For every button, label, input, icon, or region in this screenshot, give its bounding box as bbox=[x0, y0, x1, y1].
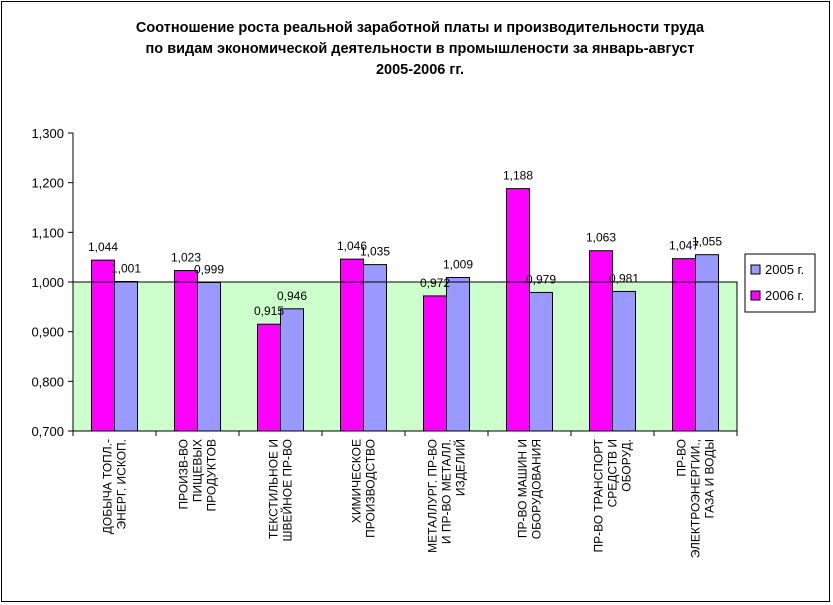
bar-series-2006 bbox=[174, 270, 198, 432]
category-label: И ПР-ВО МЕТАЛЛ. bbox=[440, 439, 454, 544]
bar-series-2005 bbox=[612, 290, 636, 432]
category-label: ПИЩЕВЫХ bbox=[191, 439, 205, 502]
bar-series-2006 bbox=[257, 323, 281, 432]
category-label: ОБОРУД. bbox=[620, 439, 634, 492]
bar-series-2005 bbox=[280, 308, 304, 432]
data-label: 1,046 bbox=[337, 239, 367, 253]
data-label: 1,047 bbox=[669, 239, 699, 253]
chart-title-line-3: 2005-2006 гг. bbox=[375, 62, 465, 78]
category-label: ПРОИЗВ-ВО bbox=[177, 439, 191, 510]
data-label: 1,035 bbox=[360, 245, 390, 259]
chart-title-line-1: Соотношение роста реальной заработной пл… bbox=[135, 20, 705, 36]
category-label: ШВЕЙНОЕ ПР-ВО bbox=[280, 439, 295, 542]
category-label: ОБОРУДОВАНИЯ bbox=[530, 439, 544, 539]
category-label: ХИМИЧЕСКОЕ bbox=[350, 439, 364, 523]
bar-series-2005 bbox=[529, 291, 553, 432]
category-label: ГАЗА И ВОДЫ bbox=[703, 439, 717, 519]
y-tick-label: 1,300 bbox=[31, 126, 64, 141]
data-label: 1,188 bbox=[503, 169, 533, 183]
category-label: СРЕДСТВ И bbox=[606, 439, 620, 507]
legend-label: 2006 г. bbox=[765, 288, 804, 303]
data-label: 1,044 bbox=[88, 240, 118, 254]
category-label: МЕТАЛЛУРГ. ПР-ВО bbox=[426, 439, 440, 553]
data-label: 0,915 bbox=[254, 304, 284, 318]
chart-title: Соотношение роста реальной заработной пл… bbox=[60, 18, 780, 81]
category-label: ПР-ВО МАШИН И bbox=[516, 439, 530, 538]
data-label: 1,009 bbox=[443, 258, 473, 272]
category-label: ИЗДЕЛИЙ bbox=[453, 439, 468, 496]
y-tick-label: 1,100 bbox=[31, 225, 64, 240]
bar-series-2005 bbox=[197, 281, 221, 432]
data-label: 0,946 bbox=[277, 289, 307, 303]
bar-series-2006 bbox=[672, 258, 696, 432]
bar-series-2005 bbox=[114, 281, 138, 432]
data-label: 0,979 bbox=[526, 272, 556, 286]
category-label: ДОБЫЧА ТОПЛ.- bbox=[101, 439, 115, 534]
category-label: ТЕКСТИЛЬНОЕ И bbox=[267, 439, 281, 539]
data-label: 1,063 bbox=[586, 231, 616, 245]
bar-series-2006 bbox=[340, 258, 364, 432]
legend-swatch bbox=[750, 264, 761, 275]
bar-series-2006 bbox=[91, 259, 115, 432]
legend-label: 2005 г. bbox=[765, 262, 804, 277]
bar-series-2006 bbox=[423, 295, 447, 432]
y-tick-label: 0,800 bbox=[31, 374, 64, 389]
data-label: 0,999 bbox=[194, 262, 224, 276]
legend-box bbox=[744, 253, 816, 313]
data-label: 1,055 bbox=[692, 235, 722, 249]
category-label: ПРОДУКТОВ bbox=[205, 439, 219, 511]
y-tick-label: 0,700 bbox=[31, 424, 64, 439]
y-tick-label: 1,200 bbox=[31, 176, 64, 191]
category-label: ПР-ВО ТРАНСПОРТ bbox=[592, 438, 606, 552]
baseline-band bbox=[72, 281, 738, 432]
y-tick-label: 1,000 bbox=[31, 275, 64, 290]
chart-title-line-2: по видам экономической деятельности в пр… bbox=[145, 41, 695, 57]
legend-swatch bbox=[750, 290, 761, 301]
bar-series-2005 bbox=[446, 277, 470, 432]
category-label: ПРОИЗВОДСТВО bbox=[364, 439, 378, 538]
category-label: ПР-ВО bbox=[675, 439, 689, 477]
data-label: 0,972 bbox=[420, 276, 450, 290]
y-tick-label: 0,900 bbox=[31, 325, 64, 340]
category-label: ЭЛЕКТРОЭНЕРГИИ., bbox=[689, 439, 703, 558]
bar-series-2005 bbox=[363, 264, 387, 432]
data-label: 1,001 bbox=[111, 262, 141, 276]
bar-series-2005 bbox=[695, 254, 719, 432]
category-label: ЭНЕРГ. ИСКОП. bbox=[115, 439, 129, 529]
bar-series-2006 bbox=[506, 188, 530, 432]
data-label: 1,023 bbox=[171, 251, 201, 265]
data-label: 0,981 bbox=[609, 271, 639, 285]
